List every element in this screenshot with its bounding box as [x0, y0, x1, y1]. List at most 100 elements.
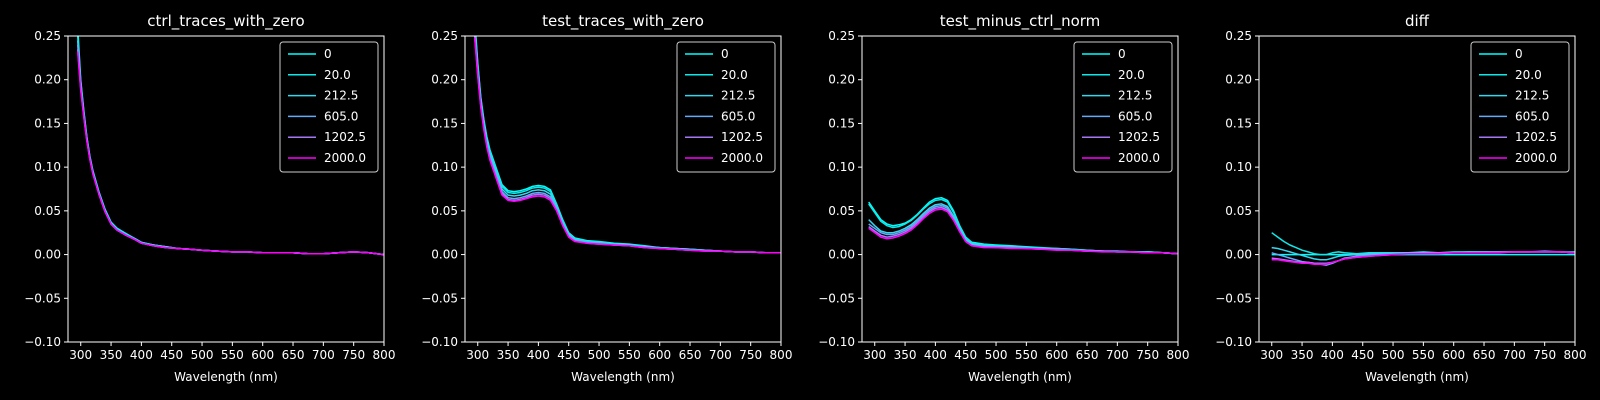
axes-frame — [67, 35, 385, 343]
y-tick-label: −0.10 — [24, 335, 61, 349]
legend-label: 1202.5 — [324, 130, 366, 144]
y-tick-label: 0.00 — [828, 248, 855, 262]
legend-label: 605.0 — [721, 109, 755, 123]
y-tick-label: −0.10 — [421, 335, 458, 349]
x-tick-label: 400 — [1321, 348, 1344, 362]
legend-label: 1202.5 — [721, 130, 763, 144]
y-tick-label: 0.25 — [1225, 29, 1252, 43]
x-tick-label: 800 — [770, 348, 793, 362]
legend-label: 20.0 — [324, 68, 351, 82]
y-tick-label: −0.05 — [1215, 291, 1252, 305]
y-tick-label: 0.00 — [34, 248, 61, 262]
y-tick-label: 0.20 — [34, 73, 61, 87]
x-tick-label: 750 — [1533, 348, 1556, 362]
x-tick-label: 350 — [894, 348, 917, 362]
x-tick-label: 750 — [1136, 348, 1159, 362]
y-tick-label: 0.00 — [431, 248, 458, 262]
x-axis-label: Wavelength (nm) — [968, 370, 1072, 384]
series-line-6 — [1271, 251, 1575, 265]
x-tick-label: 600 — [251, 348, 274, 362]
series-line-6 — [76, 51, 384, 256]
y-tick-label: −0.05 — [24, 291, 61, 305]
series-line-6 — [868, 208, 1178, 255]
chart-panel-4: diff 300 350 400 450 500 550 600 650 700 750 800 −0.… — [1215, 12, 1586, 384]
x-tick-label: 700 — [1503, 348, 1526, 362]
series-line-6 — [473, 37, 781, 254]
legend-label: 2000.0 — [1515, 151, 1557, 165]
x-tick-label: 350 — [100, 348, 123, 362]
legend: 0 20.0 212.5 605.0 1202.5 2000.0 — [676, 41, 776, 173]
x-tick-label: 300 — [466, 348, 489, 362]
x-tick-label: 550 — [1412, 348, 1435, 362]
y-tick-label: −0.05 — [818, 291, 855, 305]
chart-title: test_minus_ctrl_norm — [940, 12, 1101, 31]
y-tick-label: 0.10 — [34, 160, 61, 174]
x-tick-label: 700 — [1106, 348, 1129, 362]
y-tick-label: 0.10 — [1225, 160, 1252, 174]
chart-title: ctrl_traces_with_zero — [147, 12, 304, 31]
x-tick-label: 550 — [618, 348, 641, 362]
legend-label: 1202.5 — [1515, 130, 1557, 144]
legend-label: 0 — [721, 47, 729, 61]
legend-label: 20.0 — [1515, 68, 1542, 82]
x-tick-label: 450 — [954, 348, 977, 362]
chart-panel-1: ctrl_traces_with_zero 300 350 400 450 500 550 6… — [24, 12, 395, 384]
legend-label: 1202.5 — [1118, 130, 1160, 144]
legend-label: 0 — [324, 47, 332, 61]
legend-label: 212.5 — [1118, 89, 1152, 103]
y-tick-label: 0.05 — [431, 204, 458, 218]
x-tick-label: 400 — [130, 348, 153, 362]
y-tick-label: 0.10 — [431, 160, 458, 174]
legend-label: 0 — [1118, 47, 1126, 61]
y-tick-label: 0.15 — [1225, 116, 1252, 130]
x-axis-label: Wavelength (nm) — [1365, 370, 1469, 384]
x-tick-label: 800 — [1167, 348, 1190, 362]
series-group — [473, 36, 781, 254]
x-tick-label: 300 — [1260, 348, 1283, 362]
x-tick-label: 700 — [709, 348, 732, 362]
x-tick-label: 500 — [588, 348, 611, 362]
series-group — [868, 196, 1178, 255]
legend: 0 20.0 212.5 605.0 1202.5 2000.0 — [279, 41, 379, 173]
x-tick-label: 400 — [527, 348, 550, 362]
y-tick-label: 0.05 — [828, 204, 855, 218]
x-tick-label: 650 — [282, 348, 305, 362]
x-axis-label: Wavelength (nm) — [174, 370, 278, 384]
x-tick-label: 350 — [497, 348, 520, 362]
legend-label: 20.0 — [1118, 68, 1145, 82]
legend-label: 212.5 — [721, 89, 755, 103]
y-tick-label: −0.10 — [1215, 335, 1252, 349]
x-tick-label: 800 — [1564, 348, 1587, 362]
x-tick-label: 450 — [160, 348, 183, 362]
x-tick-label: 550 — [221, 348, 244, 362]
x-tick-label: 400 — [924, 348, 947, 362]
y-tick-label: 0.25 — [34, 29, 61, 43]
x-tick-label: 750 — [342, 348, 365, 362]
legend-label: 20.0 — [721, 68, 748, 82]
y-tick-label: 0.20 — [431, 73, 458, 87]
axes-frame — [861, 35, 1179, 343]
y-tick-label: 0.00 — [1225, 248, 1252, 262]
legend: 0 20.0 212.5 605.0 1202.5 2000.0 — [1073, 41, 1173, 173]
legend-label: 605.0 — [1118, 109, 1152, 123]
chart-title: diff — [1405, 12, 1430, 30]
legend-label: 2000.0 — [721, 151, 763, 165]
y-tick-label: 0.20 — [828, 73, 855, 87]
axes-frame — [464, 35, 782, 343]
x-tick-label: 600 — [648, 348, 671, 362]
x-tick-label: 600 — [1045, 348, 1068, 362]
x-tick-label: 300 — [69, 348, 92, 362]
y-tick-label: 0.15 — [34, 116, 61, 130]
x-tick-label: 300 — [863, 348, 886, 362]
y-tick-label: −0.05 — [421, 291, 458, 305]
legend-label: 605.0 — [1515, 109, 1549, 123]
chart-panel-3: test_minus_ctrl_norm 300 350 400 450 500 550 60… — [818, 12, 1189, 384]
x-tick-label: 500 — [1382, 348, 1405, 362]
y-tick-label: 0.15 — [431, 116, 458, 130]
y-tick-label: −0.10 — [818, 335, 855, 349]
chart-title: test_traces_with_zero — [542, 12, 704, 31]
x-tick-label: 450 — [557, 348, 580, 362]
x-tick-label: 450 — [1351, 348, 1374, 362]
chart-panel-2: test_traces_with_zero 300 350 400 450 500 550 6… — [421, 12, 792, 384]
